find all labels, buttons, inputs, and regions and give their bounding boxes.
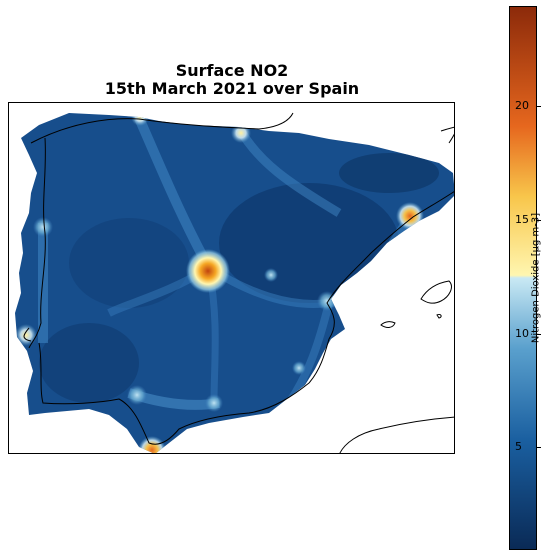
hotspot-gibraltar xyxy=(138,436,166,453)
map-subtitle: 15th March 2021 over Spain xyxy=(104,79,360,98)
colorbar-tick-label: 20 xyxy=(515,99,529,112)
hotspot-gijon xyxy=(131,113,149,126)
hotspot-lisbon xyxy=(15,324,37,346)
colorbar-gradient xyxy=(510,7,536,549)
hotspot-barcelona xyxy=(396,202,424,230)
colorbar-tick-mark xyxy=(537,447,541,448)
no2-field xyxy=(15,113,454,453)
colorbar-tick-mark xyxy=(537,220,541,221)
colorbar-tick-label: 10 xyxy=(515,327,529,340)
colorbar-tick-label: 5 xyxy=(515,440,522,453)
colorbar-tick-mark xyxy=(537,334,541,335)
no2-map xyxy=(15,112,454,453)
hotspot-bilbao xyxy=(231,123,251,143)
map-plot-area xyxy=(8,102,455,454)
colorbar-tick-mark xyxy=(537,106,541,107)
map-title: Surface NO2 xyxy=(175,61,289,80)
hotspot-seville xyxy=(127,385,147,405)
hotspot-small-1 xyxy=(264,268,278,282)
coastlines xyxy=(23,112,454,453)
hotspot-malaga xyxy=(205,394,223,412)
colorbar xyxy=(509,6,537,550)
hotspot-small-2 xyxy=(292,361,306,375)
colorbar-label: Nitrogen Dioxide [µg m-3] xyxy=(530,212,542,344)
hotspot-valencia xyxy=(317,291,337,311)
hotspot-porto xyxy=(33,217,53,237)
hotspot-madrid xyxy=(186,249,230,293)
colorbar-tick-label: 15 xyxy=(515,213,529,226)
